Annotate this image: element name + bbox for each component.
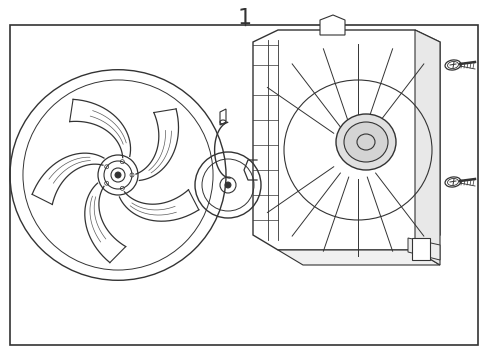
Polygon shape (408, 238, 440, 260)
Ellipse shape (336, 114, 396, 170)
Bar (10, 25, 478, 345)
Polygon shape (415, 30, 440, 265)
Polygon shape (253, 30, 440, 250)
Polygon shape (220, 109, 226, 125)
Ellipse shape (344, 122, 388, 162)
Polygon shape (278, 250, 440, 265)
Text: 1: 1 (238, 8, 252, 28)
Polygon shape (320, 15, 345, 35)
Circle shape (225, 182, 231, 188)
Bar (412, 238, 430, 260)
Circle shape (115, 172, 121, 178)
